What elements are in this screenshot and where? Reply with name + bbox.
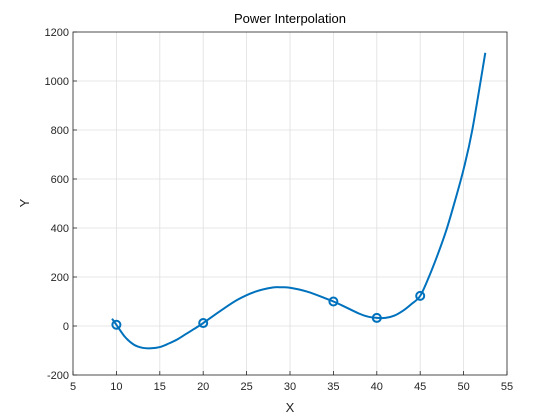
x-tick-label: 15 — [154, 381, 166, 393]
data-point-marker — [111, 319, 122, 330]
y-tick-label: 1200 — [45, 27, 69, 39]
x-tick-label: 10 — [110, 381, 122, 393]
x-tick-label: 55 — [501, 381, 513, 393]
x-tick-label: 25 — [240, 381, 252, 393]
x-tick-label: 50 — [457, 381, 469, 393]
data-point-marker — [198, 318, 209, 329]
y-axis-label: Y — [17, 198, 32, 207]
y-tick-label: 200 — [51, 272, 69, 284]
y-tick-label: 1000 — [45, 76, 69, 88]
x-tick-label: 40 — [371, 381, 383, 393]
data-point-marker — [328, 296, 339, 307]
y-tick-label: 800 — [51, 125, 69, 137]
y-tick-label: 600 — [51, 174, 69, 186]
y-tick-label: 0 — [63, 321, 69, 333]
chart-title: Power Interpolation — [234, 11, 346, 26]
x-tick-label: 35 — [327, 381, 339, 393]
ticks: 5 10 15 20 25 30 35 40 45 50 55 -200 0 200 400 600 800 10… — [45, 27, 514, 393]
data-point-marker — [415, 290, 426, 301]
x-tick-label: 5 — [70, 381, 76, 393]
x-tick-label: 20 — [197, 381, 209, 393]
data-point-marker — [371, 312, 382, 323]
y-tick-label: -200 — [47, 370, 69, 382]
series-group — [111, 52, 487, 350]
x-axis-label: X — [286, 400, 295, 415]
interpolation-curve — [111, 52, 487, 350]
x-tick-label: 45 — [414, 381, 426, 393]
x-tick-label: 30 — [284, 381, 296, 393]
y-tick-label: 400 — [51, 223, 69, 235]
